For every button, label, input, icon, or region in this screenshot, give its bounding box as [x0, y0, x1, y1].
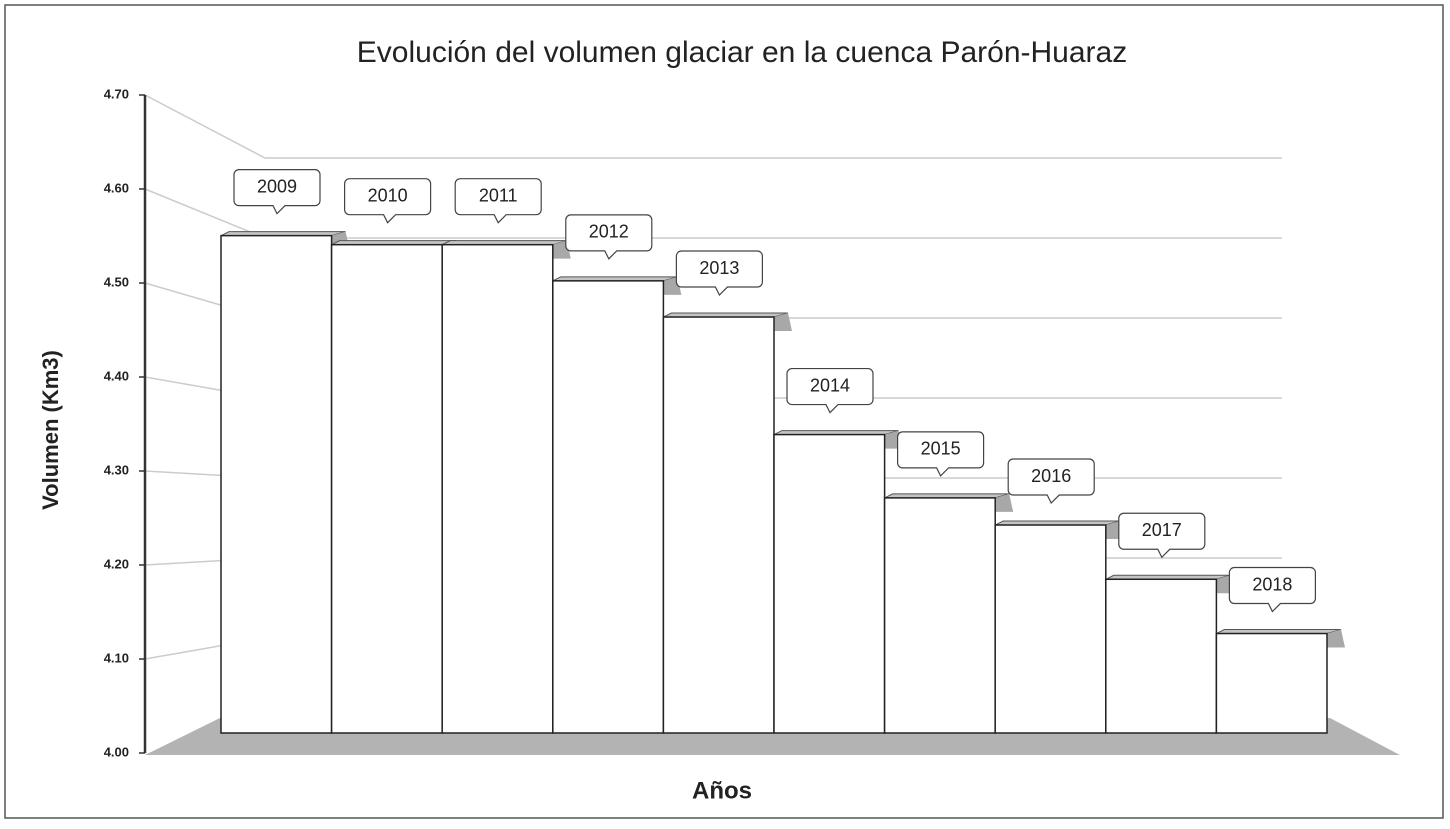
callout: [786, 367, 874, 414]
bar: [662, 316, 775, 734]
callout: [1118, 512, 1206, 559]
x-tick-label: 2014: [810, 375, 850, 395]
x-tick-label: 2016: [1031, 466, 1071, 486]
x-tick-label: 2018: [1252, 574, 1292, 594]
callout: [1228, 566, 1316, 613]
y-tick-label: 4.70: [104, 86, 129, 101]
bar: [330, 243, 443, 734]
y-axis-label: Volumen (Km3): [38, 350, 63, 510]
callout: [1007, 458, 1095, 505]
bar: [441, 243, 554, 734]
x-tick-label: 2015: [921, 439, 961, 459]
bar: [994, 524, 1107, 734]
bar: [1215, 632, 1328, 734]
x-tick-label: 2009: [257, 176, 297, 196]
callout: [233, 169, 321, 215]
x-axis-label: Años: [692, 777, 752, 804]
bar-side: [1327, 629, 1345, 648]
bar-side: [995, 493, 1014, 512]
bar: [552, 280, 665, 734]
x-tick-label: 2010: [368, 185, 408, 205]
x-tick-label: 2013: [699, 258, 739, 278]
y-tick-label: 4.40: [104, 368, 129, 383]
chart-title: Evolución del volumen glaciar en la cuen…: [357, 36, 1127, 69]
callout: [454, 178, 542, 224]
bar-side: [774, 313, 792, 332]
bar: [883, 497, 996, 734]
grid-line: [144, 94, 1282, 159]
callout: [565, 214, 653, 260]
x-tick-label: 2011: [479, 185, 518, 205]
bar: [1105, 578, 1218, 734]
x-tick-label: 2012: [589, 222, 629, 242]
y-tick-label: 4.20: [104, 556, 129, 571]
bar: [220, 234, 333, 734]
y-tick-label: 4.30: [104, 462, 129, 477]
callout: [344, 178, 432, 224]
y-tick-label: 4.10: [104, 650, 129, 665]
x-tick-label: 2017: [1142, 520, 1182, 540]
y-tick-label: 4.00: [104, 744, 129, 759]
callout: [675, 250, 763, 297]
y-tick-label: 4.60: [104, 180, 129, 195]
callout: [897, 431, 985, 477]
bar: [773, 433, 886, 734]
y-tick-label: 4.50: [104, 274, 129, 289]
